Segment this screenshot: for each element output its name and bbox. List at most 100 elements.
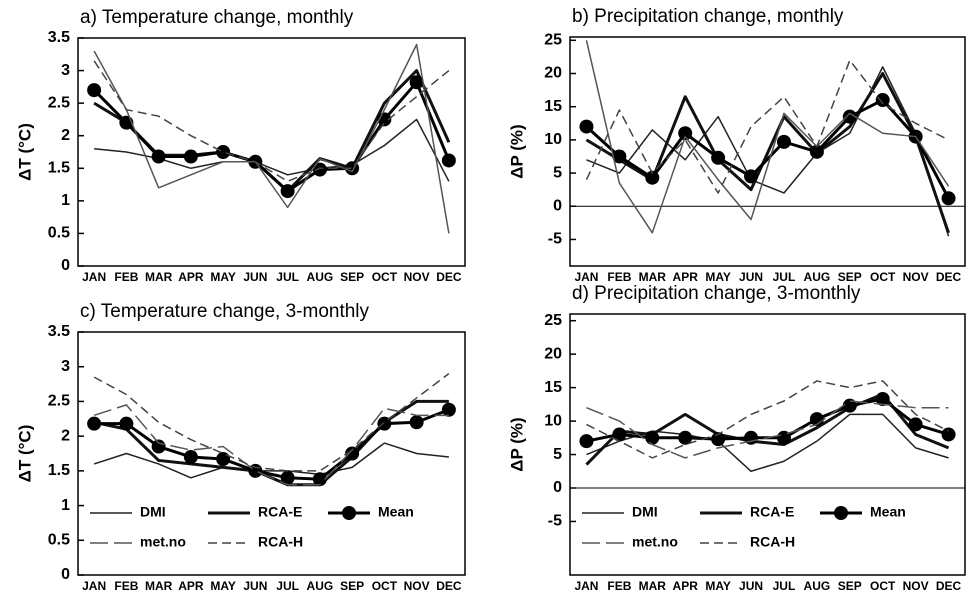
series-line xyxy=(585,40,950,234)
y-tick-label: 1 xyxy=(61,497,70,514)
data-point xyxy=(645,170,660,185)
y-tick-label: 0 xyxy=(61,566,70,583)
x-tick-label: AUG xyxy=(804,270,831,284)
x-tick-label: DEC xyxy=(936,270,962,284)
data-point xyxy=(312,472,327,487)
data-point xyxy=(875,391,890,406)
y-tick-label: 10 xyxy=(544,412,562,429)
x-tick-label: APR xyxy=(178,270,204,284)
y-axis-label: ΔT (°C) xyxy=(15,123,34,181)
data-point xyxy=(711,150,726,165)
data-point xyxy=(776,430,791,445)
legend-label: RCA-E xyxy=(258,504,302,520)
series-line xyxy=(93,404,449,486)
data-point xyxy=(87,83,102,98)
y-tick-label: 5 xyxy=(553,164,562,181)
x-tick-label: MAY xyxy=(705,270,731,284)
legend-label: Mean xyxy=(378,504,414,520)
x-tick-label: FEB xyxy=(607,270,631,284)
x-tick-label: MAR xyxy=(639,270,667,284)
x-tick-label: OCT xyxy=(372,579,398,593)
data-point xyxy=(842,398,857,413)
data-point xyxy=(678,430,693,445)
series-line xyxy=(93,399,449,487)
data-point xyxy=(377,416,392,431)
x-tick-label: JUN xyxy=(739,270,763,284)
legend-marker xyxy=(342,506,356,520)
x-tick-label: OCT xyxy=(372,270,398,284)
data-point xyxy=(183,149,198,164)
legend-label: RCA-E xyxy=(750,504,794,520)
y-tick-label: -5 xyxy=(548,513,562,530)
x-tick-label: DEC xyxy=(436,270,462,284)
x-tick-label: JUL xyxy=(773,270,796,284)
y-tick-label: 2 xyxy=(61,127,70,144)
y-axis-label: ΔP (%) xyxy=(507,417,526,471)
y-tick-label: 0.5 xyxy=(48,225,70,242)
series-line xyxy=(585,72,950,234)
data-point xyxy=(678,126,693,141)
x-tick-label: JAN xyxy=(82,579,106,593)
x-tick-label: APR xyxy=(178,579,204,593)
data-point xyxy=(441,402,456,417)
data-point xyxy=(441,153,456,168)
x-tick-label: MAY xyxy=(210,270,236,284)
legend-marker xyxy=(834,506,848,520)
x-tick-label: JUL xyxy=(773,579,796,593)
y-tick-label: 15 xyxy=(544,379,562,396)
data-point xyxy=(151,149,166,164)
x-tick-label: NOV xyxy=(404,579,430,593)
data-point xyxy=(183,449,198,464)
series-line xyxy=(93,442,449,479)
x-tick-label: MAY xyxy=(210,579,236,593)
data-point xyxy=(809,144,824,159)
series-line xyxy=(586,400,949,459)
y-tick-label: 0 xyxy=(553,479,562,496)
x-tick-label: SEP xyxy=(340,579,364,593)
y-tick-label: 10 xyxy=(544,131,562,148)
series-line xyxy=(93,69,451,193)
x-tick-label: JUL xyxy=(276,579,299,593)
data-point xyxy=(941,191,956,206)
y-tick-label: 25 xyxy=(544,32,562,49)
x-tick-label: NOV xyxy=(903,270,929,284)
x-tick-label: JAN xyxy=(82,270,106,284)
series-line xyxy=(585,392,950,466)
data-point xyxy=(87,416,102,431)
series-line xyxy=(93,43,450,234)
x-tick-label: SEP xyxy=(340,270,364,284)
x-tick-label: FEB xyxy=(114,270,138,284)
plot-frame xyxy=(77,37,466,267)
data-point xyxy=(248,463,263,478)
x-tick-label: APR xyxy=(673,579,699,593)
panel-title: c) Temperature change, 3-monthly xyxy=(80,301,370,322)
x-tick-label: MAY xyxy=(705,579,731,593)
data-point xyxy=(345,446,360,461)
y-tick-label: 3.5 xyxy=(48,29,70,46)
y-tick-label: 3 xyxy=(61,358,70,375)
y-tick-label: 20 xyxy=(544,65,562,82)
x-tick-label: AUG xyxy=(804,579,831,593)
panel-title: a) Temperature change, monthly xyxy=(80,7,354,28)
data-point xyxy=(216,145,231,159)
y-tick-label: 2.5 xyxy=(48,393,70,410)
x-tick-label: JAN xyxy=(574,579,598,593)
data-point xyxy=(908,417,923,432)
data-point xyxy=(312,162,327,177)
y-tick-label: 3.5 xyxy=(48,323,70,340)
y-tick-label: 2 xyxy=(61,427,70,444)
x-tick-label: DEC xyxy=(436,579,462,593)
series-line xyxy=(93,80,451,193)
plot-frame xyxy=(569,36,966,267)
x-tick-label: NOV xyxy=(903,579,929,593)
legend-label: Mean xyxy=(870,504,906,520)
legend-label: RCA-H xyxy=(750,534,795,550)
y-tick-label: -5 xyxy=(548,231,562,248)
data-point xyxy=(119,416,134,431)
y-axis-label: ΔP (%) xyxy=(507,124,526,178)
data-point xyxy=(875,93,890,108)
x-tick-label: NOV xyxy=(404,270,430,284)
x-tick-label: SEP xyxy=(838,270,862,284)
y-tick-label: 20 xyxy=(544,345,562,362)
